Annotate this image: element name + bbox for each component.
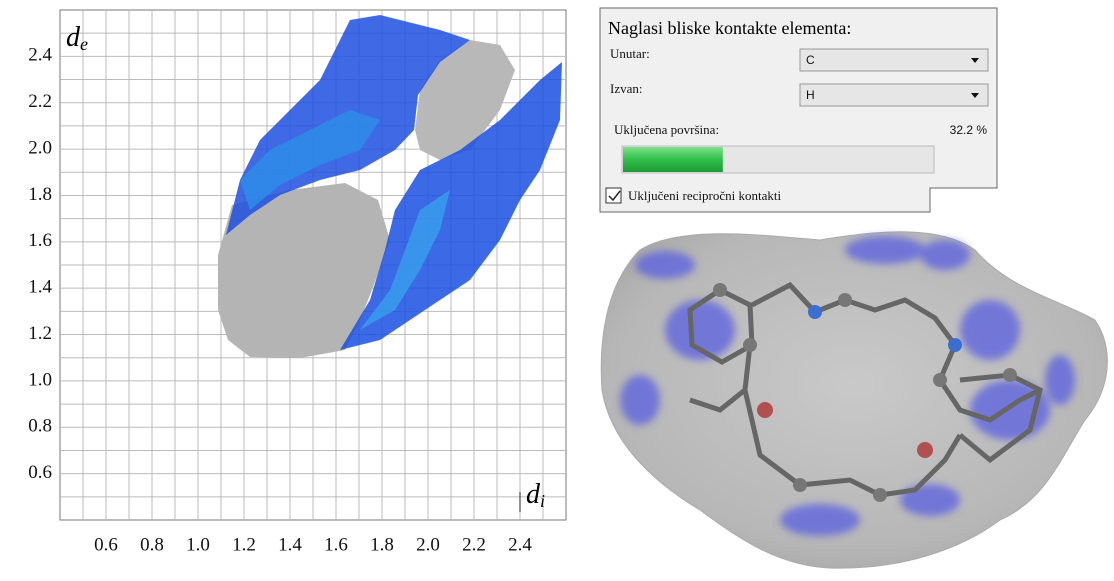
- panel-title: Naglasi bliske kontakte elementa:: [608, 18, 851, 38]
- y-label-sub: e: [80, 34, 88, 54]
- x-tick-label: 2.0: [416, 534, 440, 555]
- y-tick-label: 1.8: [28, 184, 52, 205]
- reciprocal-label: Uključeni recipročni kontakti: [628, 188, 781, 203]
- x-axis-label: di: [526, 479, 545, 511]
- surface-value: 32.2 %: [950, 123, 988, 137]
- surface-label: Uključena površina:: [614, 122, 719, 137]
- y-tick-label: 2.2: [28, 91, 52, 112]
- y-tick-label: 1.6: [28, 230, 52, 251]
- checkmark: [608, 190, 621, 202]
- hirshfeld-surface: [600, 231, 1108, 569]
- x-tick-label: 1.6: [324, 534, 348, 555]
- panel: [599, 7, 998, 213]
- y-axis-label: de: [66, 22, 88, 54]
- x-tick-label: 2.2: [462, 534, 486, 555]
- x-tick-label: 0.6: [94, 534, 118, 555]
- outside-label: Izvan:: [610, 81, 642, 96]
- dropdown-arrow: [971, 93, 979, 98]
- y-tick-label: 0.8: [28, 416, 52, 437]
- checkbox[interactable]: [605, 187, 622, 204]
- x-tick-label: 2.4: [508, 534, 532, 555]
- dropdown-arrow: [971, 58, 979, 63]
- y-tick-label: 1.2: [28, 323, 52, 344]
- y-tick-label: 2.4: [28, 45, 52, 66]
- y-tick-label: 1.0: [28, 369, 52, 390]
- y-tick-label: 0.6: [28, 462, 52, 483]
- y-tick-label: 2.0: [28, 137, 52, 158]
- outside-dropdown[interactable]: [799, 83, 989, 107]
- x-tick-label: 1.0: [186, 534, 210, 555]
- fingerprint-cloud: [218, 15, 562, 358]
- x-label-sub: i: [540, 491, 545, 511]
- progress-fill: [623, 147, 723, 172]
- x-tick-label: 1.2: [232, 534, 256, 555]
- y-tick-label: 1.4: [28, 277, 52, 298]
- y-label-base: d: [66, 22, 81, 53]
- inside-value: C: [806, 53, 815, 67]
- x-tick-label: 0.8: [140, 534, 164, 555]
- inside-dropdown[interactable]: [799, 48, 989, 72]
- inside-label: Unutar:: [610, 46, 650, 61]
- x-tick-label: 1.4: [278, 534, 302, 555]
- x-label-base: d: [526, 479, 541, 510]
- x-tick-label: 1.8: [370, 534, 394, 555]
- outside-value: H: [806, 88, 815, 102]
